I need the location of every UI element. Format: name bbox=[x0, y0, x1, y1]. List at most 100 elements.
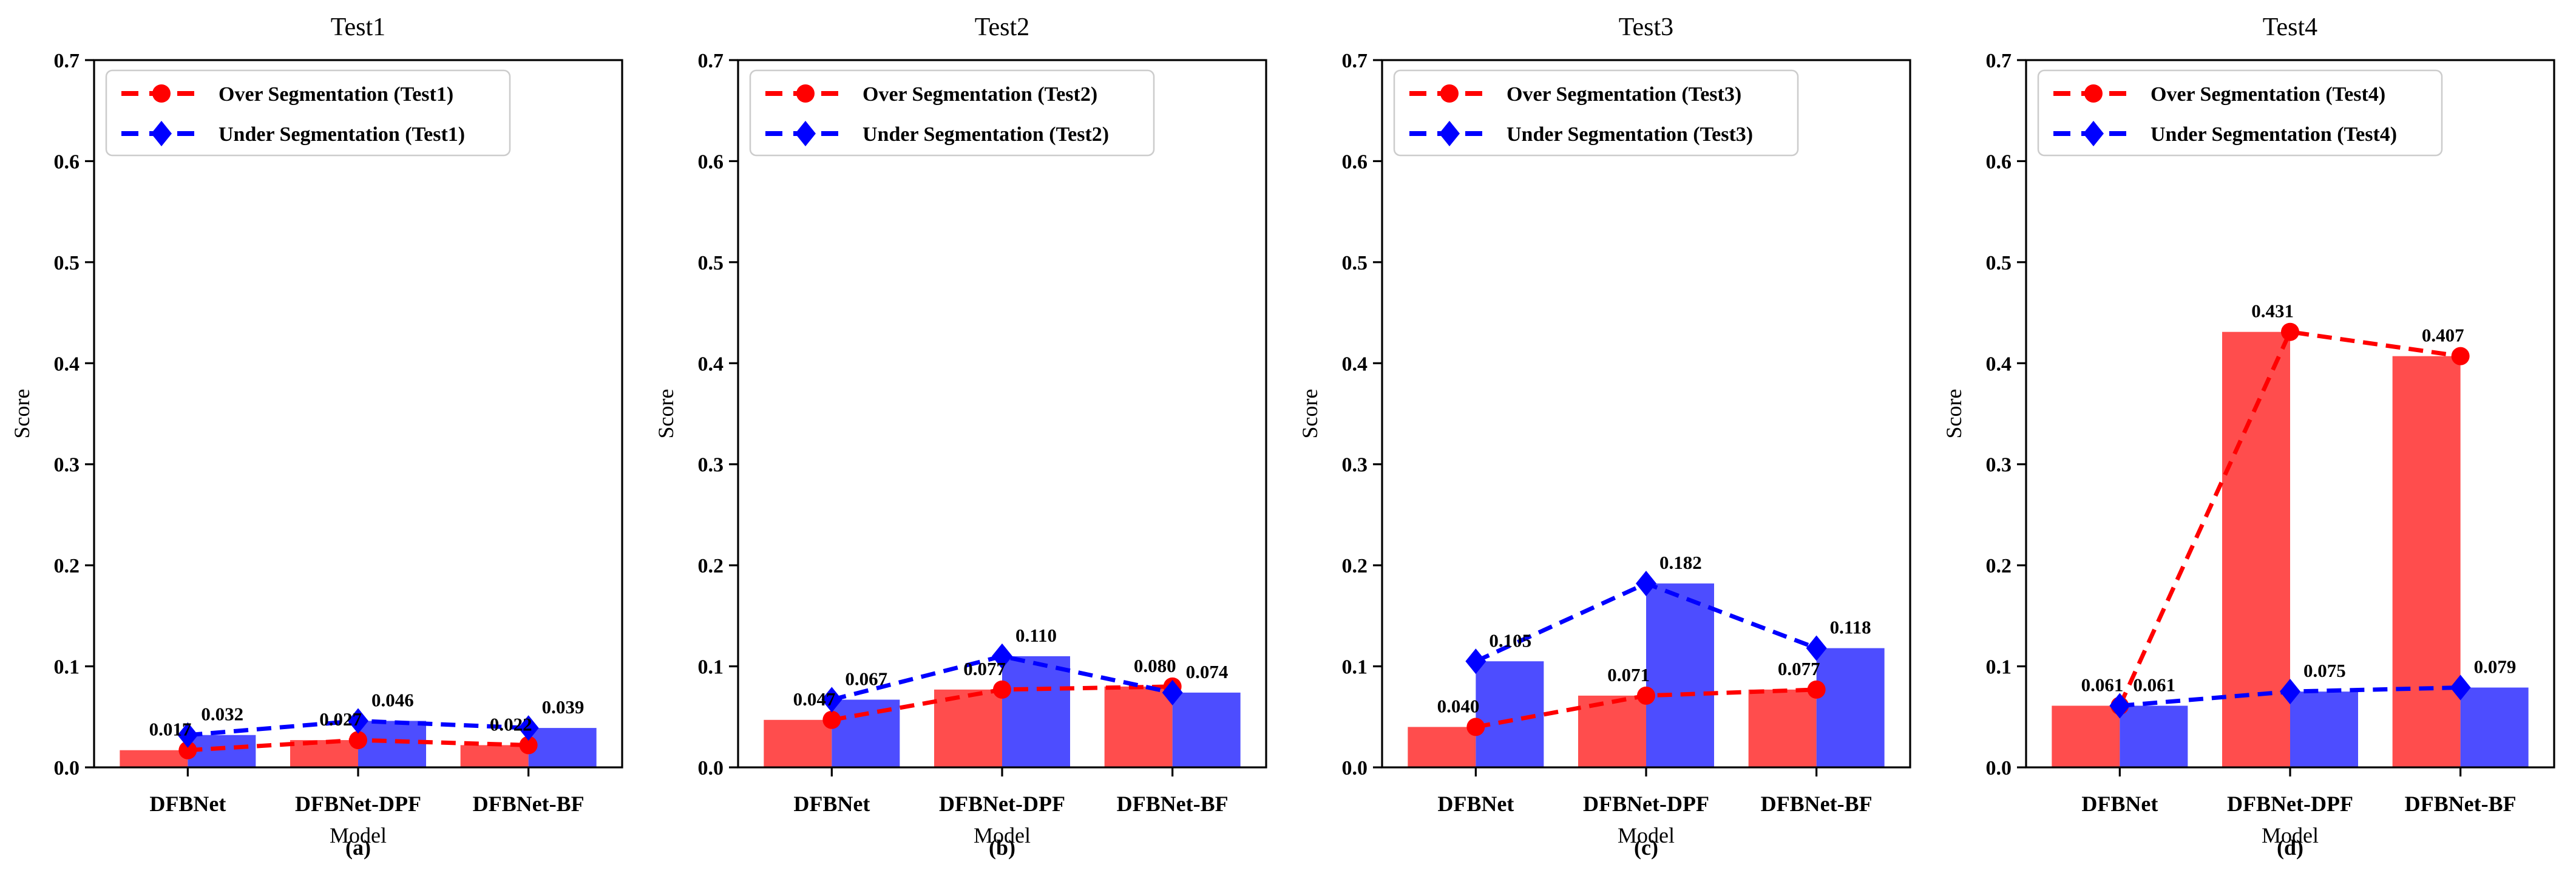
subplot-caption: (d) bbox=[2277, 835, 2303, 860]
legend-diamond-marker-icon bbox=[151, 121, 172, 146]
legend-label: Over Segmentation (Test2) bbox=[863, 83, 1097, 106]
bar-over-DFBNet bbox=[2052, 705, 2120, 767]
y-tick-label: 0.4 bbox=[1342, 353, 1368, 375]
y-tick-label: 0.6 bbox=[698, 151, 724, 173]
marker-over-DFBNet-BF bbox=[519, 736, 538, 755]
marker-over-DFBNet bbox=[822, 710, 841, 729]
bar-over-DFBNet bbox=[120, 750, 188, 767]
value-label-over-DFBNet-DPF: 0.077 bbox=[963, 658, 1006, 679]
x-axis-label: Model bbox=[974, 823, 1031, 848]
x-axis-label: Model bbox=[330, 823, 387, 848]
bar-over-DFBNet bbox=[764, 719, 832, 767]
y-tick-label: 0.5 bbox=[698, 252, 724, 274]
legend-entry-over: Over Segmentation (Test3) bbox=[1409, 83, 1741, 106]
bar-under-DFBNet-BF bbox=[1816, 648, 1885, 767]
x-tick-label-DFBNet: DFBNet bbox=[1437, 792, 1514, 816]
legend-entry-over: Over Segmentation (Test2) bbox=[765, 83, 1097, 106]
value-label-under-DFBNet-BF: 0.039 bbox=[542, 696, 585, 718]
value-label-over-DFBNet-DPF: 0.431 bbox=[2251, 301, 2294, 322]
y-tick-label: 0.0 bbox=[698, 757, 724, 780]
bar-over-DFBNet-BF bbox=[1748, 689, 1817, 767]
y-tick-label: 0.4 bbox=[698, 353, 724, 375]
y-tick-label: 0.5 bbox=[1342, 252, 1368, 274]
value-label-under-DFBNet-DPF: 0.046 bbox=[371, 689, 414, 710]
marker-under-DFBNet-BF bbox=[1806, 635, 1827, 661]
legend-entry-under: Under Segmentation (Test2) bbox=[765, 121, 1109, 146]
y-tick-label: 0.1 bbox=[698, 656, 724, 679]
y-tick-label: 0.3 bbox=[1342, 454, 1368, 477]
value-label-under-DFBNet-DPF: 0.110 bbox=[1015, 625, 1057, 646]
bar-over-DFBNet bbox=[1408, 727, 1476, 767]
bar-over-DFBNet-BF bbox=[460, 745, 529, 767]
value-label-over-DFBNet: 0.047 bbox=[793, 688, 836, 710]
chart-title: Test1 bbox=[331, 13, 385, 41]
plot-border bbox=[93, 59, 623, 769]
marker-over-DFBNet-DPF bbox=[2281, 322, 2299, 341]
legend: Over Segmentation (Test4) Under Segmentat… bbox=[2037, 69, 2443, 157]
value-label-under-DFBNet: 0.061 bbox=[2133, 674, 2175, 695]
legend: Over Segmentation (Test2) Under Segmentat… bbox=[749, 69, 1155, 157]
y-tick-label: 0.2 bbox=[1342, 555, 1368, 577]
y-tick-label: 0.6 bbox=[54, 151, 80, 173]
legend: Over Segmentation (Test1) Under Segmentat… bbox=[105, 69, 511, 157]
marker-over-DFBNet-DPF bbox=[349, 731, 367, 750]
y-tick-label: 0.7 bbox=[1986, 50, 2012, 72]
bar-over-DFBNet-BF bbox=[1104, 686, 1173, 767]
marker-over-DFBNet bbox=[178, 741, 197, 759]
y-tick-label: 0.1 bbox=[1342, 656, 1368, 679]
x-tick-label-DFBNet-BF: DFBNet-BF bbox=[473, 792, 585, 816]
marker-under-DFBNet-DPF bbox=[2280, 679, 2300, 705]
bar-under-DFBNet-BF bbox=[1172, 692, 1241, 767]
y-tick-label: 0.5 bbox=[1986, 252, 2012, 274]
y-tick-label: 0.0 bbox=[1342, 757, 1368, 780]
value-label-over-DFBNet-BF: 0.080 bbox=[1134, 655, 1176, 676]
y-axis-label: Score bbox=[1942, 389, 1966, 439]
value-label-under-DFBNet-DPF: 0.075 bbox=[2303, 660, 2346, 681]
marker-under-DFBNet-BF bbox=[518, 715, 539, 741]
chart-title: Test4 bbox=[2263, 13, 2317, 41]
y-tick-label: 0.1 bbox=[54, 656, 80, 679]
legend-label: Over Segmentation (Test1) bbox=[219, 83, 453, 106]
marker-under-DFBNet bbox=[2109, 693, 2130, 719]
y-axis-label: Score bbox=[1298, 389, 1322, 439]
legend-entry-over: Over Segmentation (Test1) bbox=[121, 83, 453, 106]
y-tick-label: 0.1 bbox=[1986, 656, 2012, 679]
marker-over-DFBNet-DPF bbox=[1637, 686, 1655, 705]
bar-under-DFBNet bbox=[1476, 661, 1544, 767]
y-tick-label: 0.7 bbox=[54, 50, 80, 72]
x-tick-label-DFBNet-DPF: DFBNet-DPF bbox=[2227, 792, 2353, 816]
legend-diamond-marker-icon bbox=[795, 121, 816, 146]
value-label-over-DFBNet-BF: 0.407 bbox=[2422, 325, 2464, 346]
legend-label: Under Segmentation (Test4) bbox=[2151, 123, 2397, 146]
value-label-under-DFBNet-BF: 0.079 bbox=[2474, 656, 2517, 678]
marker-under-DFBNet-DPF bbox=[992, 643, 1012, 669]
y-tick-label: 0.2 bbox=[698, 555, 724, 577]
value-label-under-DFBNet-BF: 0.074 bbox=[1186, 661, 1229, 682]
subplot-caption: (b) bbox=[989, 835, 1015, 860]
legend-box bbox=[2037, 69, 2443, 157]
bar-under-DFBNet-DPF bbox=[1002, 656, 1070, 767]
chart-canvas-test1: 0.017 0.032 0.027 0.046 0.022 0.039 0.0 0.1 0.2 0… bbox=[10, 13, 623, 860]
marker-under-DFBNet bbox=[1465, 648, 1486, 674]
subplot-test2: 0.047 0.067 0.077 0.110 0.080 0.074 0.0 0.1 0.2 0… bbox=[644, 0, 1288, 870]
value-label-over-DFBNet: 0.061 bbox=[2081, 674, 2124, 695]
bar-under-DFBNet-BF bbox=[2460, 687, 2529, 767]
bar-over-DFBNet-DPF bbox=[290, 740, 358, 767]
legend-circle-marker-icon bbox=[2084, 84, 2103, 103]
value-label-under-DFBNet: 0.067 bbox=[845, 668, 887, 689]
legend-label: Over Segmentation (Test3) bbox=[1507, 83, 1741, 106]
chart-title: Test2 bbox=[975, 13, 1029, 41]
y-tick-label: 0.3 bbox=[698, 454, 724, 477]
bar-over-DFBNet-BF bbox=[2392, 356, 2461, 767]
legend-circle-marker-icon bbox=[1440, 84, 1459, 103]
x-tick-label-DFBNet: DFBNet bbox=[793, 792, 870, 816]
chart-canvas-test2: 0.047 0.067 0.077 0.110 0.080 0.074 0.0 0.1 0.2 0… bbox=[654, 13, 1267, 860]
bar-under-DFBNet-BF bbox=[528, 728, 597, 767]
marker-under-DFBNet bbox=[177, 722, 198, 748]
value-label-over-DFBNet-DPF: 0.071 bbox=[1607, 664, 1650, 685]
y-tick-label: 0.4 bbox=[1986, 353, 2012, 375]
legend-entry-over: Over Segmentation (Test4) bbox=[2053, 83, 2385, 106]
bar-under-DFBNet-DPF bbox=[2290, 691, 2358, 767]
legend: Over Segmentation (Test3) Under Segmentat… bbox=[1393, 69, 1799, 157]
x-tick-label-DFBNet-DPF: DFBNet-DPF bbox=[1583, 792, 1709, 816]
